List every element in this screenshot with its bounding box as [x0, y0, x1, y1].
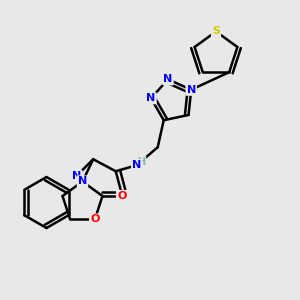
- Text: N: N: [187, 85, 196, 95]
- Text: N: N: [78, 176, 87, 187]
- Text: N: N: [164, 74, 172, 84]
- Text: H: H: [137, 157, 145, 166]
- Text: O: O: [117, 192, 126, 202]
- Text: N: N: [132, 160, 141, 170]
- Text: O: O: [90, 214, 100, 224]
- Text: S: S: [212, 26, 220, 37]
- Text: N: N: [146, 93, 156, 103]
- Text: N: N: [72, 171, 81, 181]
- Text: O: O: [117, 191, 127, 201]
